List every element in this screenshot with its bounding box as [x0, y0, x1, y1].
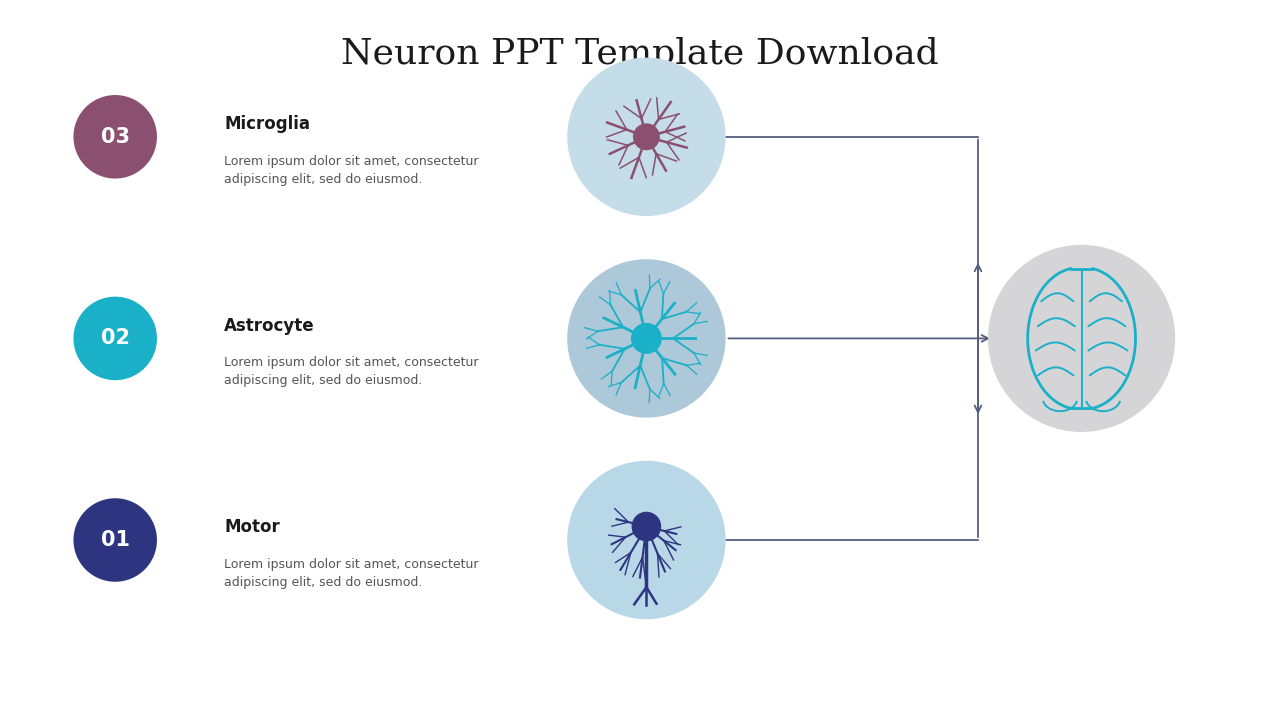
Circle shape	[73, 498, 157, 582]
Text: 02: 02	[101, 328, 129, 348]
Circle shape	[567, 58, 726, 216]
Circle shape	[567, 461, 726, 619]
Text: Lorem ipsum dolor sit amet, consectetur
adipiscing elit, sed do eiusmod.: Lorem ipsum dolor sit amet, consectetur …	[224, 356, 479, 387]
Text: 01: 01	[101, 530, 129, 550]
Text: Lorem ipsum dolor sit amet, consectetur
adipiscing elit, sed do eiusmod.: Lorem ipsum dolor sit amet, consectetur …	[224, 558, 479, 589]
Circle shape	[73, 297, 157, 380]
Text: Motor: Motor	[224, 518, 280, 536]
Text: Astrocyte: Astrocyte	[224, 317, 315, 335]
Text: Microglia: Microglia	[224, 115, 310, 133]
Text: 03: 03	[101, 127, 129, 147]
Circle shape	[631, 323, 662, 354]
Text: Lorem ipsum dolor sit amet, consectetur
adipiscing elit, sed do eiusmod.: Lorem ipsum dolor sit amet, consectetur …	[224, 155, 479, 186]
Circle shape	[632, 123, 660, 150]
Circle shape	[567, 259, 726, 418]
Circle shape	[631, 512, 662, 541]
Circle shape	[988, 245, 1175, 432]
Text: Neuron PPT Template Download: Neuron PPT Template Download	[342, 37, 938, 71]
Circle shape	[73, 95, 157, 179]
